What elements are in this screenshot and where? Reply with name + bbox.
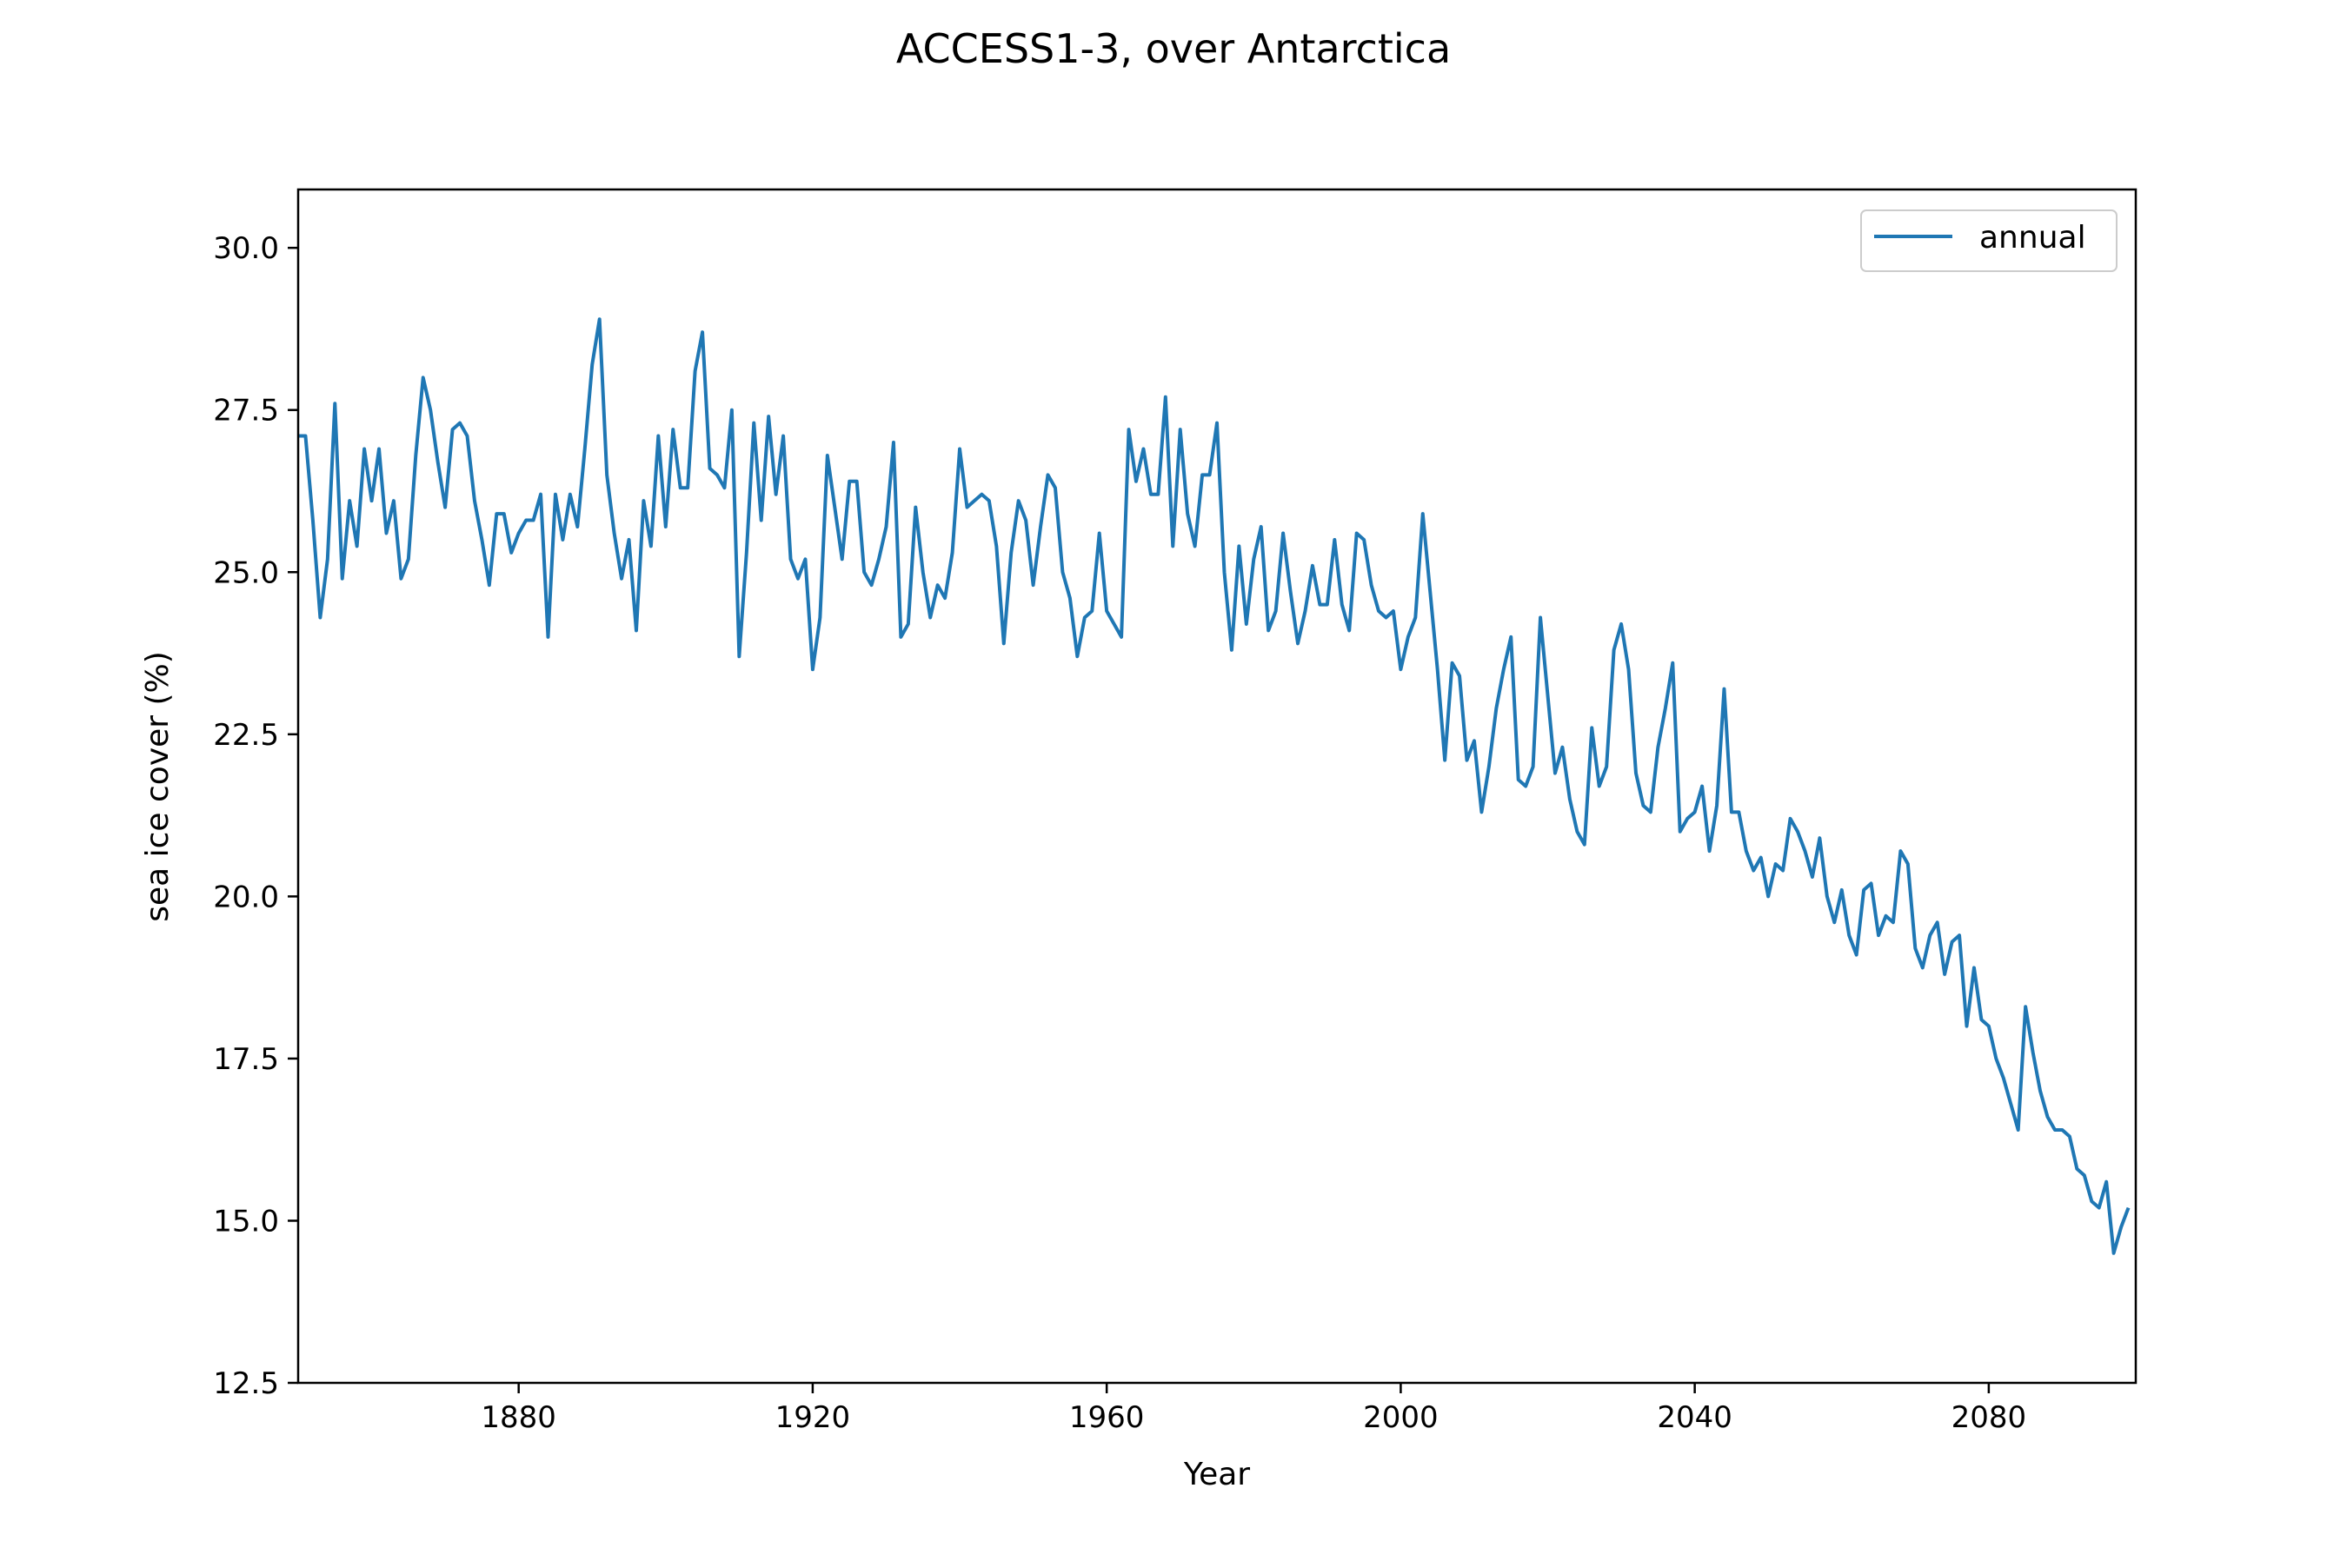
legend-box: [1860, 209, 2118, 272]
series-line-annual: [298, 317, 2131, 1255]
y-tick-label: 25.0: [213, 555, 279, 590]
y-tick-label: 20.0: [213, 880, 279, 914]
y-tick-label: 15.0: [213, 1204, 279, 1239]
x-axis-ticks: 1880 1920 1960 2000 2040 2080: [481, 1383, 2026, 1435]
y-axis-ticks: 12.5 15.0 17.5 20.0 22.5 25.0 27.5 30.0: [213, 231, 298, 1401]
axes-frame: [296, 188, 2138, 1385]
x-tick-label: 2040: [1657, 1400, 1732, 1435]
y-tick-label: 22.5: [213, 718, 279, 753]
x-tick-label: 2080: [1951, 1400, 2027, 1435]
x-tick-label: 1920: [775, 1400, 851, 1435]
y-tick-label: 30.0: [213, 231, 279, 266]
y-tick-label: 27.5: [213, 394, 279, 429]
legend: annual: [1860, 209, 2118, 272]
y-axis-label: sea ice cover (%): [140, 651, 176, 922]
x-tick-label: 1880: [481, 1400, 556, 1435]
x-tick-label: 2000: [1363, 1400, 1439, 1435]
y-tick-label: 17.5: [213, 1042, 279, 1077]
y-tick-label: 12.5: [213, 1366, 279, 1401]
x-tick-label: 1960: [1069, 1400, 1145, 1435]
plot-area: [298, 317, 2131, 1255]
legend-label-annual: annual: [1979, 220, 2086, 256]
chart-title: ACCESS1-3, over Antarctica: [896, 25, 1451, 72]
x-axis-label: Year: [1183, 1457, 1250, 1492]
